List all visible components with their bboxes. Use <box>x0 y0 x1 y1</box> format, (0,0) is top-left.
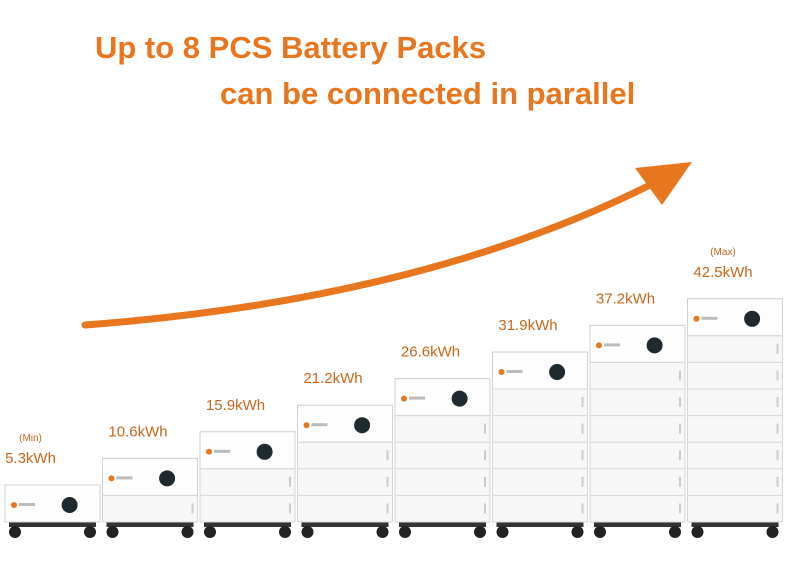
wheel <box>571 526 584 538</box>
capacity-label: 37.2kWh <box>596 290 655 307</box>
capacity-label: 5.3kWh <box>5 450 56 467</box>
wheel <box>691 526 704 538</box>
module-handle <box>776 476 779 487</box>
display <box>451 390 468 407</box>
logo <box>596 342 602 349</box>
growth-arrow <box>81 181 654 329</box>
module-handle <box>679 503 681 514</box>
module-handle <box>581 423 584 434</box>
brand <box>214 449 230 453</box>
brand <box>116 476 133 480</box>
module-handle <box>679 476 681 487</box>
capacity-label: 21.2kWh <box>303 370 362 387</box>
display <box>61 497 78 513</box>
module-handle <box>776 423 779 434</box>
module-handle <box>679 370 681 381</box>
module-handle <box>484 476 486 487</box>
base <box>106 522 194 527</box>
brand <box>311 423 328 427</box>
headline: Up to 8 PCS Battery Packs <box>95 30 486 65</box>
base <box>594 522 681 527</box>
module-handle <box>386 450 389 461</box>
module-handle <box>581 450 584 461</box>
wheel <box>279 526 291 538</box>
base <box>496 522 584 527</box>
capacity-note: (Max) <box>710 247 736 258</box>
wheel <box>84 526 96 538</box>
wheel <box>301 526 314 538</box>
module-handle <box>679 423 681 434</box>
module-handle <box>484 450 486 461</box>
wheel <box>181 526 194 538</box>
module-handle <box>191 503 194 514</box>
wheel <box>204 526 216 538</box>
capacity-label: 42.5kWh <box>693 264 752 281</box>
display <box>354 417 371 434</box>
display <box>159 470 176 487</box>
module-handle <box>484 503 486 514</box>
module-handle <box>289 476 291 487</box>
display <box>744 310 761 327</box>
brand <box>701 316 718 320</box>
brand <box>409 396 425 400</box>
wheel <box>594 526 606 538</box>
headline: can be connected in parallel <box>220 76 635 111</box>
capacity-label: 15.9kWh <box>206 397 265 414</box>
capacity-label: 26.6kWh <box>401 344 460 361</box>
logo <box>401 395 407 402</box>
module-handle <box>776 370 779 381</box>
wheel <box>496 526 509 538</box>
module-handle <box>581 476 584 487</box>
capacity-label: 10.6kWh <box>108 423 167 440</box>
logo <box>303 422 310 429</box>
logo <box>498 369 505 375</box>
wheel <box>106 526 119 538</box>
logo <box>206 448 212 455</box>
base <box>301 522 389 527</box>
base <box>399 522 486 527</box>
wheel <box>669 526 681 538</box>
base <box>204 522 291 527</box>
wheel <box>474 526 486 538</box>
logo <box>11 502 17 508</box>
module-handle <box>581 397 584 407</box>
module-handle <box>581 503 584 514</box>
capacity-note: (Min) <box>19 433 42 444</box>
display <box>549 364 566 380</box>
base <box>691 522 779 527</box>
arrow-head <box>635 162 692 205</box>
logo <box>693 315 700 322</box>
module-handle <box>776 503 779 514</box>
module-handle <box>776 450 779 461</box>
brand <box>604 343 620 347</box>
wheel <box>766 526 779 538</box>
base <box>9 522 96 527</box>
logo <box>108 475 115 482</box>
module-handle <box>679 397 681 407</box>
module-handle <box>776 397 779 407</box>
brand <box>506 370 523 373</box>
capacity-label: 31.9kWh <box>498 317 557 334</box>
module-handle <box>289 503 291 514</box>
module-handle <box>386 476 389 487</box>
brand <box>19 503 35 506</box>
module-handle <box>776 343 779 354</box>
wheel <box>399 526 411 538</box>
module-handle <box>386 503 389 514</box>
module-handle <box>679 450 681 461</box>
wheel <box>9 526 21 538</box>
wheel <box>376 526 389 538</box>
display <box>646 337 663 354</box>
module-handle <box>484 423 486 434</box>
display <box>256 443 273 460</box>
